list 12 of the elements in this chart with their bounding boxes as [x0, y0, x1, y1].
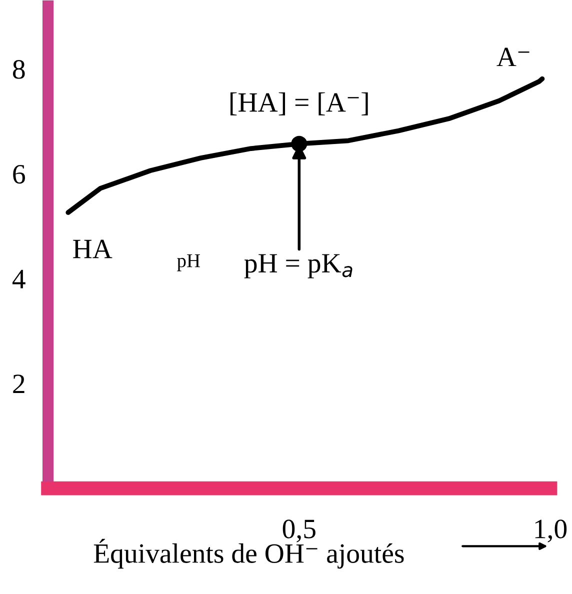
x-tick-label: 1,0 — [535, 520, 567, 542]
annotation: pH = pK$_{a}$ — [244, 254, 352, 278]
y-tick-label: 2 — [13, 374, 24, 394]
x-tick-label: 0,5 — [282, 520, 316, 542]
annotation: A⁻ — [496, 48, 530, 66]
annotation: [HA] = [A⁻] — [230, 92, 368, 116]
y-tick-label: 4 — [12, 270, 26, 288]
y-axis-title: pH — [177, 254, 200, 272]
annotation: HA — [73, 240, 112, 258]
y-tick-label: 6 — [13, 164, 25, 184]
line-series — [66, 76, 545, 215]
y-tick-label: 8 — [12, 60, 25, 79]
